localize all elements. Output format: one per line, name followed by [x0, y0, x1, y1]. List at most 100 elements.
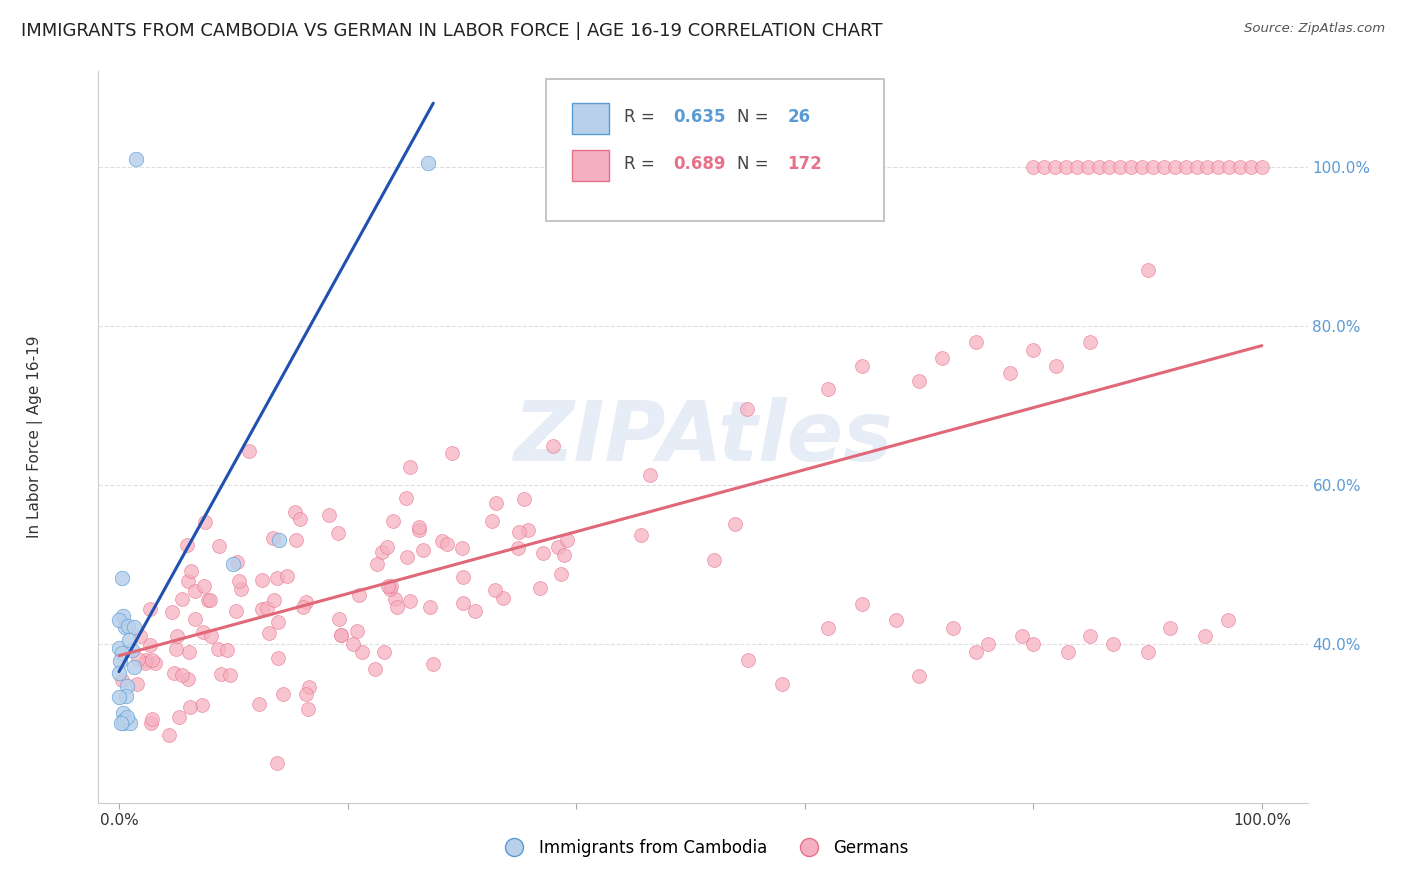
Point — [436, 537, 458, 551]
Point — [122, 620, 145, 634]
Point — [298, 680, 321, 694]
Point — [160, 605, 183, 619]
Text: R =: R = — [624, 155, 661, 173]
Point — [1080, 629, 1102, 643]
Point — [134, 657, 156, 671]
Point — [1033, 160, 1056, 174]
Point — [111, 673, 134, 688]
Point — [108, 690, 131, 705]
Text: N =: N = — [737, 108, 773, 126]
Point — [267, 650, 290, 665]
Point — [851, 597, 873, 611]
Point — [485, 496, 508, 510]
Point — [184, 583, 207, 598]
Point — [111, 706, 134, 721]
Point — [380, 579, 402, 593]
Point — [1197, 160, 1219, 174]
Point — [817, 621, 839, 635]
Point — [266, 571, 288, 585]
Point — [111, 646, 134, 660]
Point — [508, 525, 530, 540]
Point — [1194, 629, 1216, 643]
Point — [200, 628, 222, 642]
Point — [193, 579, 215, 593]
Point — [1098, 160, 1121, 174]
Point — [412, 543, 434, 558]
Point — [387, 599, 409, 614]
Point — [851, 359, 873, 373]
Point — [193, 624, 215, 639]
Point — [638, 467, 661, 482]
Point — [330, 627, 353, 641]
Point — [138, 638, 160, 652]
Point — [366, 557, 388, 571]
Point — [208, 539, 231, 553]
Point — [179, 699, 201, 714]
Point — [108, 666, 131, 681]
Point — [1022, 343, 1045, 357]
Point — [817, 383, 839, 397]
Point — [125, 677, 148, 691]
Point — [422, 657, 444, 671]
Point — [190, 698, 212, 712]
Point — [908, 375, 931, 389]
Point — [1136, 645, 1159, 659]
Text: 0.689: 0.689 — [672, 155, 725, 173]
Y-axis label: In Labor Force | Age 16-19: In Labor Force | Age 16-19 — [27, 335, 42, 539]
Point — [399, 593, 422, 607]
Point — [1087, 160, 1109, 174]
Point — [118, 632, 141, 647]
Point — [1056, 645, 1078, 659]
Point — [884, 613, 907, 627]
Point — [121, 642, 143, 657]
Point — [1208, 160, 1230, 174]
Point — [1159, 621, 1181, 635]
Point — [491, 591, 513, 605]
Point — [547, 541, 569, 555]
Point — [346, 624, 368, 638]
Point — [942, 621, 965, 635]
Point — [408, 520, 430, 534]
Point — [931, 351, 953, 365]
Point — [250, 573, 273, 587]
Point — [114, 620, 136, 634]
Point — [1185, 160, 1208, 174]
Point — [225, 604, 247, 618]
Point — [373, 645, 395, 659]
Text: IMMIGRANTS FROM CAMBODIA VS GERMAN IN LABOR FORCE | AGE 16-19 CORRELATION CHART: IMMIGRANTS FROM CAMBODIA VS GERMAN IN LA… — [21, 22, 883, 40]
Point — [138, 602, 160, 616]
Point — [543, 439, 565, 453]
Point — [263, 593, 285, 607]
Point — [110, 716, 132, 731]
Point — [513, 492, 536, 507]
Point — [129, 630, 152, 644]
Point — [395, 491, 418, 505]
Point — [553, 548, 575, 562]
Point — [267, 615, 290, 630]
Point — [328, 612, 350, 626]
Point — [238, 444, 260, 458]
Point — [703, 553, 725, 567]
Point — [1045, 359, 1067, 373]
Point — [111, 608, 134, 623]
Point — [257, 625, 280, 640]
Point — [408, 523, 430, 537]
Point — [432, 534, 454, 549]
Point — [965, 645, 987, 659]
Point — [723, 517, 745, 532]
Point — [273, 687, 295, 701]
Point — [135, 653, 157, 667]
Point — [266, 756, 288, 770]
Point — [965, 334, 987, 349]
Point — [1022, 160, 1045, 174]
Point — [450, 541, 472, 556]
Point — [226, 555, 249, 569]
Point — [1080, 334, 1102, 349]
Point — [555, 533, 578, 547]
Point — [1121, 160, 1143, 174]
Point — [180, 564, 202, 578]
Point — [108, 613, 131, 627]
Point — [122, 660, 145, 674]
Point — [295, 687, 318, 701]
Point — [247, 697, 270, 711]
